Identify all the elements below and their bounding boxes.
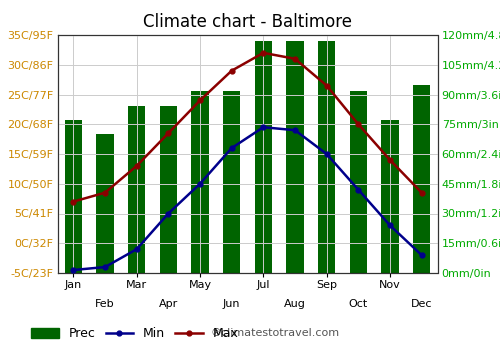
- Text: Apr: Apr: [158, 299, 178, 309]
- Min: [166, 211, 172, 216]
- Line: Min: Min: [71, 125, 424, 272]
- Bar: [382, 120, 398, 273]
- Max: [418, 190, 424, 195]
- Bar: [128, 106, 146, 273]
- Min: [102, 265, 108, 269]
- Bar: [254, 41, 272, 273]
- Title: Climate chart - Baltimore: Climate chart - Baltimore: [143, 13, 352, 31]
- Bar: [350, 91, 367, 273]
- Bar: [96, 134, 114, 273]
- Max: [166, 131, 172, 135]
- Bar: [160, 106, 177, 273]
- Min: [70, 268, 76, 272]
- Min: [324, 152, 330, 156]
- Max: [356, 122, 362, 126]
- Text: ®climatestotravel.com: ®climatestotravel.com: [210, 328, 339, 338]
- Bar: [64, 120, 82, 273]
- Min: [134, 247, 140, 251]
- Bar: [318, 41, 336, 273]
- Text: Aug: Aug: [284, 299, 306, 309]
- Legend: Prec, Min, Max: Prec, Min, Max: [31, 327, 238, 340]
- Text: Dec: Dec: [411, 299, 432, 309]
- Max: [134, 164, 140, 168]
- Bar: [413, 85, 430, 273]
- Max: [228, 69, 234, 73]
- Text: Oct: Oct: [348, 299, 368, 309]
- Max: [197, 98, 203, 103]
- Line: Max: Max: [71, 50, 424, 204]
- Max: [70, 199, 76, 204]
- Min: [197, 182, 203, 186]
- Text: Feb: Feb: [95, 299, 115, 309]
- Text: Jun: Jun: [223, 299, 240, 309]
- Min: [418, 253, 424, 257]
- Max: [387, 158, 393, 162]
- Max: [292, 57, 298, 61]
- Min: [260, 125, 266, 129]
- Bar: [223, 91, 240, 273]
- Max: [260, 51, 266, 55]
- Bar: [192, 91, 208, 273]
- Bar: [286, 41, 304, 273]
- Min: [356, 188, 362, 192]
- Min: [292, 128, 298, 132]
- Min: [228, 146, 234, 150]
- Max: [102, 190, 108, 195]
- Max: [324, 83, 330, 88]
- Min: [387, 223, 393, 228]
